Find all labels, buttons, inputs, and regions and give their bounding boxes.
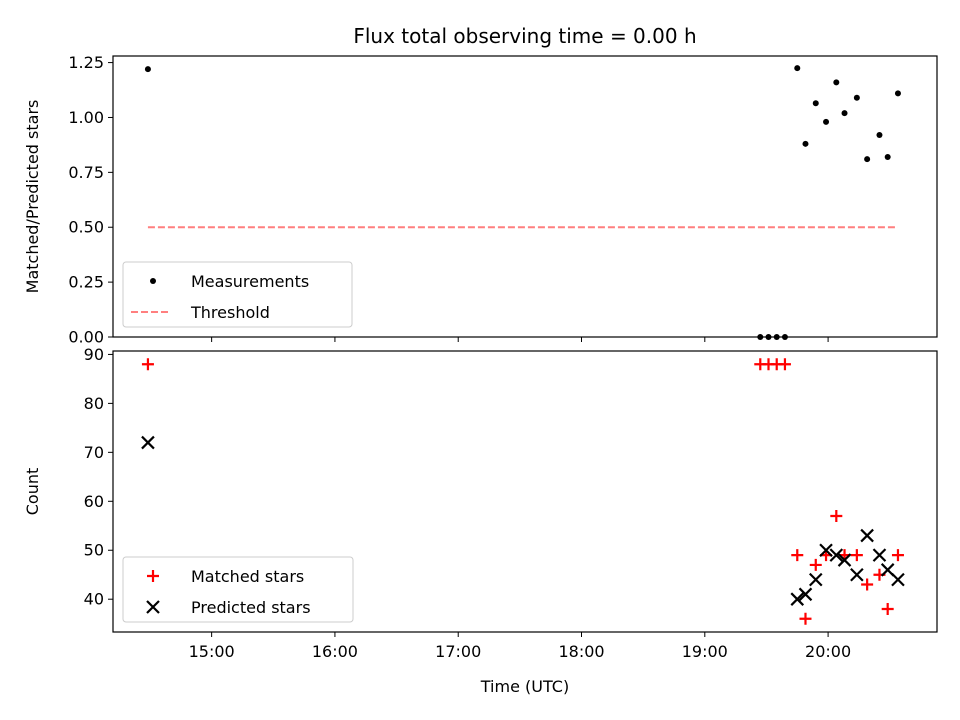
legend-box <box>122 556 354 623</box>
measurement-point <box>876 132 883 139</box>
legend-dot-marker <box>150 278 156 284</box>
predicted-star-point <box>837 553 852 567</box>
y-axis-label: Matched/Predicted stars <box>23 100 42 294</box>
measurement-point <box>841 110 848 117</box>
y-tick-label: 40 <box>84 590 104 609</box>
matched-star-point <box>830 509 843 522</box>
y-tick-label: 0.75 <box>68 163 104 182</box>
chart-title: Flux total observing time = 0.00 h <box>353 24 696 48</box>
legend-box <box>122 261 353 328</box>
x-tick-label: 18:00 <box>558 642 604 661</box>
x-tick-label: 16:00 <box>312 642 358 661</box>
measurement-point <box>812 100 819 107</box>
matched-star-point <box>141 358 154 371</box>
axes-frame <box>112 55 938 338</box>
legend-label: Threshold <box>190 303 270 322</box>
bottom-panel: 40 50 60 70 80 90 15:00 16:00 17:00 18:00 19:00 20:… <box>23 345 938 696</box>
x-tick-label: 19:00 <box>682 642 728 661</box>
y-tick-label: 0.00 <box>68 328 104 347</box>
x-axis-label: Time (UTC) <box>480 677 569 696</box>
x-tick-label: 15:00 <box>189 642 235 661</box>
matched-star-point <box>778 358 791 371</box>
predicted-star-point <box>850 567 864 582</box>
measurement-point <box>773 334 780 340</box>
y-tick-label: 90 <box>84 345 104 364</box>
x-tick-label: 20:00 <box>805 642 851 661</box>
y-tick-label: 60 <box>84 492 104 511</box>
measurement-point <box>833 79 840 86</box>
y-tick-label: 50 <box>84 541 104 560</box>
legend-x-marker <box>146 600 160 614</box>
measurement-point <box>853 94 860 101</box>
predicted-star-point <box>891 572 905 587</box>
measurement-point <box>894 90 901 97</box>
predicted-star-point <box>880 563 895 577</box>
x-tick-label: 17:00 <box>435 642 481 661</box>
legend-label: Matched stars <box>191 567 304 586</box>
y-tick-label: 1.00 <box>68 108 104 127</box>
legend-plus-marker <box>147 570 159 582</box>
y-tick-label: 0.50 <box>68 218 104 237</box>
legend-label: Predicted stars <box>191 598 311 617</box>
y-tick-label: 70 <box>84 443 104 462</box>
predicted-star-point <box>829 548 844 562</box>
measurement-point <box>794 65 801 72</box>
y-tick-label: 1.25 <box>68 53 104 72</box>
y-tick-label: 0.25 <box>68 273 104 292</box>
matched-star-point <box>799 612 812 625</box>
legend-label: Measurements <box>191 272 309 291</box>
y-tick-label: 80 <box>84 394 104 413</box>
measurement-point <box>757 334 764 340</box>
measurement-point <box>823 118 830 125</box>
matched-star-point <box>850 549 863 562</box>
predicted-star-point <box>808 572 823 587</box>
matched-star-point <box>891 549 904 562</box>
measurement-point <box>144 66 151 73</box>
matched-star-point <box>861 578 874 591</box>
measurement-point <box>781 334 788 340</box>
matched-star-point <box>791 549 804 562</box>
predicted-star-point <box>790 592 805 606</box>
matched-star-point <box>809 558 822 571</box>
predicted-star-point <box>860 528 874 543</box>
y-axis-label: Count <box>23 468 42 516</box>
measurement-point <box>765 334 772 340</box>
predicted-star-point <box>819 543 833 558</box>
predicted-star-point <box>798 587 813 602</box>
measurement-point <box>864 156 871 163</box>
top-panel: 0.00 0.25 0.50 0.75 1.00 1.25 Matched/Predicte… <box>23 53 938 347</box>
measurement-point <box>884 153 891 160</box>
predicted-star-point <box>872 548 887 562</box>
axes-frame <box>112 350 938 633</box>
predicted-star-point <box>141 435 155 450</box>
measurement-point <box>802 140 809 147</box>
matched-star-point <box>881 602 894 615</box>
